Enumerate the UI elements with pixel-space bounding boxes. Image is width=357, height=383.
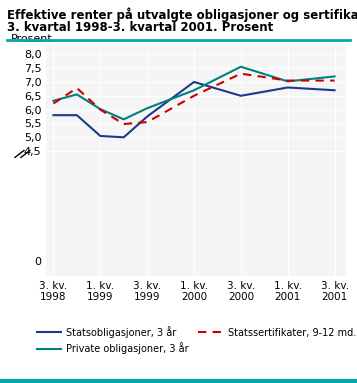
- Text: Effektive renter på utvalgte obligasjoner og sertifikater.: Effektive renter på utvalgte obligasjone…: [7, 8, 357, 22]
- Text: 3. kvartal 1998-3. kvartal 2001. Prosent: 3. kvartal 1998-3. kvartal 2001. Prosent: [7, 21, 273, 34]
- Legend: Statsobligasjoner, 3 år, Private obligasjoner, 3 år, Statssertifikater, 9-12 md.: Statsobligasjoner, 3 år, Private obligas…: [33, 322, 357, 358]
- Text: Prosent: Prosent: [10, 34, 52, 44]
- Text: 0: 0: [35, 257, 42, 267]
